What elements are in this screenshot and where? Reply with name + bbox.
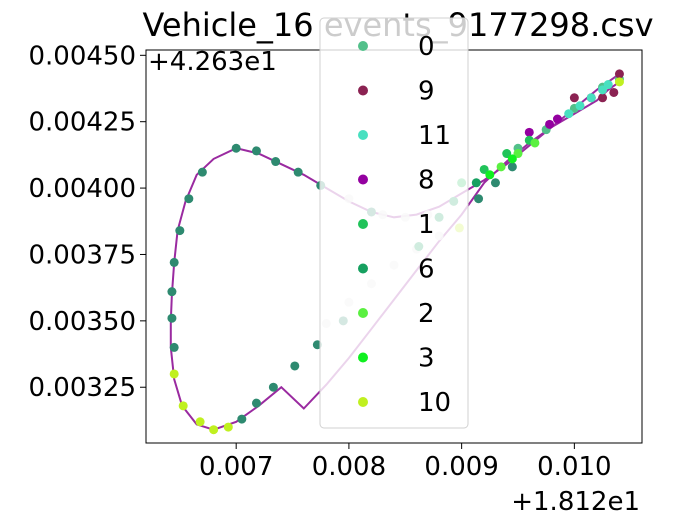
legend: 0 9 11 8 1 6 2 3 10 [319,17,469,429]
legend-label: 0 [418,32,435,62]
y-tick-label: 0.00350 [28,307,136,337]
data-point-series-11 [598,85,608,95]
y-tick-label: 0.00425 [28,108,136,138]
data-point [490,178,500,188]
axis-ticks: 0.007 0.008 0.009 0.010 0.00325 0.00350 0.0037… [28,41,611,482]
data-point-series-8 [524,127,534,137]
legend-marker [358,85,368,96]
legend-marker [358,174,368,185]
data-point [237,414,247,424]
y-tick-label: 0.00375 [28,240,136,270]
legend-marker [358,397,368,407]
data-point [474,194,484,204]
data-point-series-10 [178,401,188,411]
legend-marker [358,130,368,140]
data-point [175,226,185,236]
data-point-series-10 [209,425,219,435]
data-point-series-9 [609,87,619,97]
data-point [290,361,300,371]
data-point-series-3 [485,170,495,180]
data-point-series-10 [614,77,624,87]
legend-marker [358,263,368,274]
data-point-series-3 [507,154,517,164]
y-axis-offset-label: +4.263e1 [148,47,277,77]
x-tick-label: 0.008 [312,452,386,482]
data-point [293,167,303,177]
legend-label: 2 [418,299,435,329]
data-point [184,194,194,204]
data-point-series-11 [564,109,574,119]
legend-label: 6 [418,255,435,285]
x-tick-label: 0.007 [199,452,273,482]
data-point [271,157,281,167]
data-point-series-1 [502,149,512,159]
data-point-series-10 [169,369,179,379]
legend-marker [358,352,368,363]
x-tick-label: 0.010 [537,452,611,482]
data-point-series-2 [496,162,506,172]
data-point-series-9 [614,69,624,79]
data-point-series-11 [586,93,596,103]
legend-label: 11 [418,121,451,151]
legend-label: 3 [418,344,435,374]
y-tick-label: 0.00400 [28,174,136,204]
data-point [169,342,179,352]
data-point-series-8 [552,114,562,124]
data-point-series-9 [598,93,608,103]
data-point [197,167,207,177]
x-tick-label: 0.009 [424,452,498,482]
data-point [169,257,179,267]
x-axis-offset-label: +1.812e1 [511,487,640,517]
data-point [167,287,177,297]
legend-label: 9 [418,77,435,107]
data-point [268,382,278,392]
y-tick-label: 0.00450 [28,41,136,71]
data-point-series-10 [195,417,205,427]
data-point-series-8 [545,119,555,129]
data-point-series-11 [575,101,585,111]
data-point [231,143,241,153]
y-tick-label: 0.00325 [28,373,136,403]
data-point [251,146,261,156]
legend-label: 10 [418,388,451,418]
data-point [251,398,261,408]
legend-label: 1 [418,210,435,240]
data-point-series-10 [223,422,233,432]
data-point-series-9 [569,93,579,103]
legend-frame [319,17,469,429]
data-point [507,162,517,172]
legend-marker [358,41,368,51]
data-point-series-6 [471,178,481,188]
legend-label: 8 [418,166,435,196]
data-point-series-1 [479,164,489,174]
legend-marker [358,219,368,229]
data-point-series-11 [603,80,613,90]
data-point-series-2 [530,138,540,148]
data-point-series-2 [513,149,523,159]
legend-marker [358,308,368,318]
data-point [167,313,177,323]
